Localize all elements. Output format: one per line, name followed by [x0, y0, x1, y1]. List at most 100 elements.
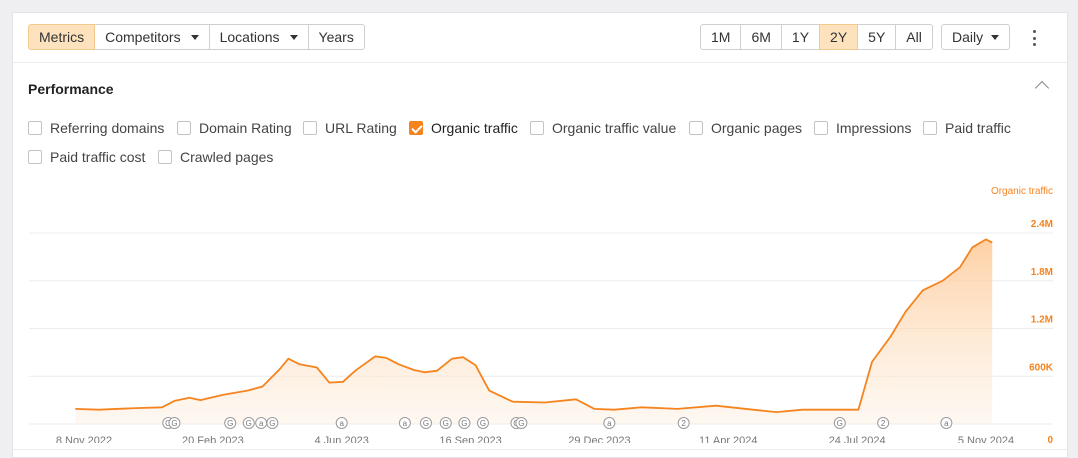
- annotation-label: a: [339, 419, 344, 428]
- kebab-icon[interactable]: [1033, 30, 1037, 46]
- y-axis-title: Organic traffic: [991, 186, 1053, 197]
- granularity-group: Daily: [941, 24, 1011, 50]
- annotation-label: G: [165, 419, 171, 428]
- x-tick-label: 29 Dec 2023: [568, 435, 630, 443]
- granularity-label: Daily: [952, 29, 984, 45]
- annotation-label: 2: [681, 419, 686, 428]
- checkbox-icon[interactable]: [158, 150, 172, 164]
- metric-label: URL Rating: [325, 120, 397, 136]
- metric-label: Organic traffic value: [552, 120, 677, 136]
- checkbox-icon[interactable]: [177, 121, 191, 135]
- annotation-marker[interactable]: G: [168, 417, 181, 429]
- range-label: 6M: [751, 29, 771, 45]
- annotation-marker[interactable]: G: [242, 417, 255, 429]
- annotation-marker[interactable]: a: [940, 417, 953, 429]
- tab-metrics-label: Metrics: [39, 29, 85, 45]
- annotation-marker[interactable]: a: [335, 417, 348, 429]
- annotation-marker[interactable]: G: [419, 417, 432, 429]
- checkbox-icon[interactable]: [689, 121, 703, 135]
- metric-crawled-pages[interactable]: Crawled pages: [158, 149, 273, 165]
- tab-metrics[interactable]: Metrics: [28, 24, 96, 50]
- range-label: 1Y: [791, 29, 810, 45]
- section-title: Performance: [28, 81, 114, 97]
- annotation-marker[interactable]: G: [476, 417, 489, 429]
- annotation-label: 2: [881, 419, 886, 428]
- range-5y-button[interactable]: 5Y: [857, 24, 897, 50]
- annotation-label: G: [171, 419, 177, 428]
- tab-locations-label: Locations: [219, 29, 280, 45]
- view-tabs: Metrics Competitors Locations Years: [28, 24, 365, 50]
- y-tick-label: 1.8M: [1031, 267, 1053, 278]
- metric-referring-domains[interactable]: Referring domains: [28, 120, 164, 136]
- annotation-marker[interactable]: G: [833, 417, 846, 429]
- annotation-marker[interactable]: G: [224, 417, 237, 429]
- y-tick-label: 600K: [1029, 362, 1054, 373]
- annotation-marker[interactable]: G: [458, 417, 471, 429]
- annotation-marker[interactable]: a: [603, 417, 616, 429]
- annotation-label: G: [461, 419, 467, 428]
- range-2y-button[interactable]: 2Y: [819, 24, 859, 50]
- annotation-label: G: [443, 419, 449, 428]
- caret-down-icon: [190, 34, 199, 40]
- granularity-dropdown[interactable]: Daily: [941, 24, 1011, 50]
- annotation-label: G: [518, 419, 524, 428]
- annotation-label: a: [944, 419, 949, 428]
- metric-label: Paid traffic: [945, 120, 1011, 136]
- metric-label: Referring domains: [50, 120, 165, 136]
- y-tick-label: 1.2M: [1031, 315, 1053, 326]
- annotation-label: a: [607, 419, 612, 428]
- range-label: 1M: [711, 29, 731, 45]
- checkbox-icon[interactable]: [530, 121, 544, 135]
- tab-competitors[interactable]: Competitors: [94, 24, 210, 50]
- tab-locations[interactable]: Locations: [208, 24, 309, 50]
- range-6m-button[interactable]: 6M: [740, 24, 782, 50]
- metric-impressions[interactable]: Impressions: [814, 120, 911, 136]
- metric-label: Domain Rating: [199, 120, 292, 136]
- annotation-marker[interactable]: G: [266, 417, 279, 429]
- annotation-label: a: [403, 419, 408, 428]
- annotation-marker[interactable]: 2: [877, 417, 890, 429]
- series-line[interactable]: [75, 238, 993, 413]
- toolbar: Metrics Competitors Locations Years 1M 6…: [13, 13, 1067, 63]
- x-tick-label: 4 Jun 2023: [314, 435, 368, 443]
- y-tick-label: 2.4M: [1031, 219, 1053, 230]
- range-all-button[interactable]: All: [895, 24, 933, 50]
- metric-organic-pages[interactable]: Organic pages: [689, 120, 802, 136]
- metric-label: Paid traffic cost: [50, 149, 146, 165]
- metric-domain-rating[interactable]: Domain Rating: [177, 120, 292, 136]
- metric-paid-traffic[interactable]: Paid traffic: [923, 120, 1011, 136]
- annotation-marker[interactable]: 2: [677, 417, 690, 429]
- caret-down-icon: [289, 34, 298, 40]
- checkbox-icon[interactable]: [28, 121, 42, 135]
- annotation-label: G: [480, 419, 486, 428]
- checkbox-icon[interactable]: [923, 121, 937, 135]
- metric-organic-traffic-value[interactable]: Organic traffic value: [530, 120, 676, 136]
- x-tick-label: 20 Feb 2023: [182, 435, 244, 443]
- tab-years[interactable]: Years: [307, 24, 365, 50]
- x-tick-label: 5 Nov 2024: [958, 435, 1014, 443]
- checkbox-icon[interactable]: [28, 150, 42, 164]
- metric-url-rating[interactable]: URL Rating: [303, 120, 397, 136]
- annotation-marker[interactable]: G: [515, 417, 528, 429]
- annotation-label: G: [837, 419, 843, 428]
- metric-label: Organic traffic: [431, 120, 518, 136]
- series-area: [75, 239, 993, 424]
- annotation-label: a: [259, 419, 264, 428]
- metric-label: Impressions: [836, 120, 912, 136]
- x-tick-label: 24 Jul 2024: [829, 435, 886, 443]
- range-1m-button[interactable]: 1M: [700, 24, 742, 50]
- metric-paid-traffic-cost[interactable]: Paid traffic cost: [28, 149, 145, 165]
- range-1y-button[interactable]: 1Y: [780, 24, 821, 50]
- checkbox-icon[interactable]: [303, 121, 317, 135]
- divider: [13, 449, 1067, 450]
- chevron-up-icon[interactable]: [1034, 80, 1050, 96]
- range-selector: 1M 6M 1Y 2Y 5Y All: [700, 24, 933, 50]
- metric-organic-traffic[interactable]: Organic traffic: [409, 120, 518, 136]
- checkbox-checked-icon[interactable]: [409, 121, 423, 135]
- annotation-marker[interactable]: G: [439, 417, 452, 429]
- range-label: All: [906, 29, 922, 45]
- annotation-marker[interactable]: a: [255, 417, 268, 429]
- checkbox-icon[interactable]: [814, 121, 828, 135]
- annotation-marker[interactable]: a: [398, 417, 411, 429]
